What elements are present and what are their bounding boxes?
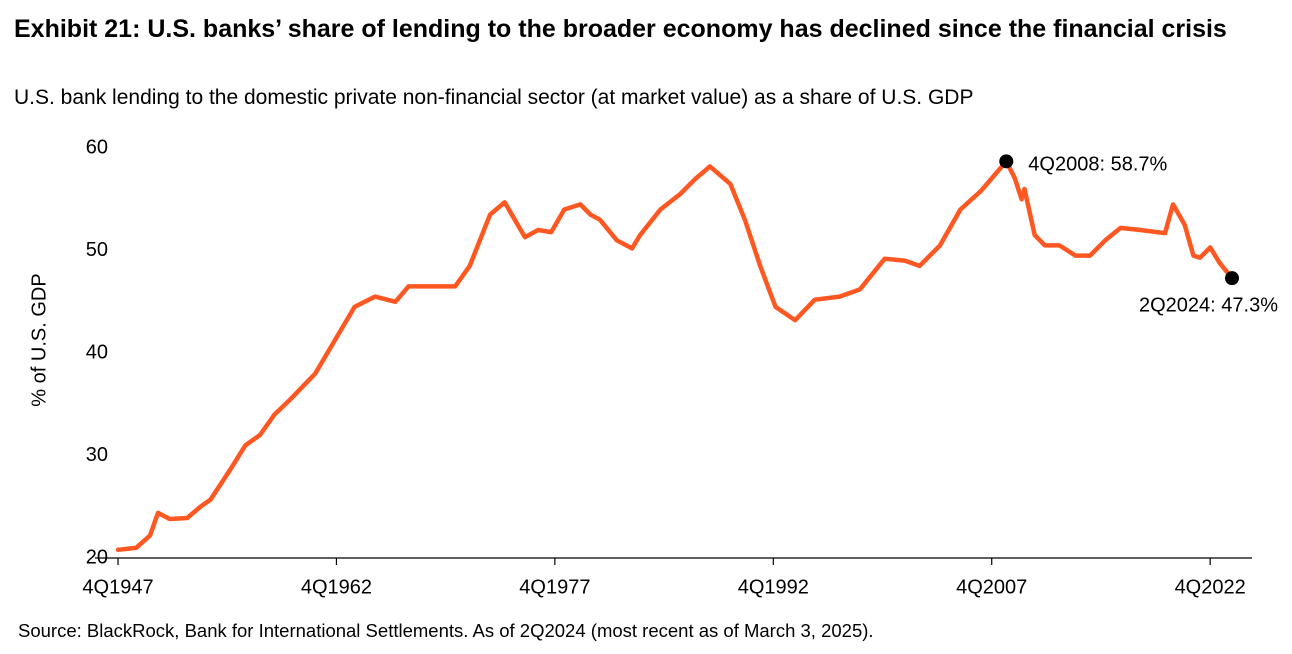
y-tick-label: 20 bbox=[86, 546, 108, 568]
annotation-marker bbox=[999, 154, 1014, 169]
y-tick-label: 50 bbox=[86, 239, 108, 261]
x-tick-label: 4Q1992 bbox=[738, 576, 809, 598]
x-tick-label: 4Q2007 bbox=[956, 576, 1027, 598]
x-tick-label: 4Q2022 bbox=[1175, 576, 1246, 598]
source-note: Source: BlackRock, Bank for Internationa… bbox=[18, 620, 874, 641]
y-tick-label: 30 bbox=[86, 444, 108, 466]
chart: % of U.S. GDP 20 30 40 50 60 4Q1947 4Q1962 4Q19… bbox=[28, 136, 1278, 598]
chart-subtitle: U.S. bank lending to the domestic privat… bbox=[14, 86, 974, 109]
chart-title: Exhibit 21: U.S. banks’ share of lending… bbox=[14, 15, 1227, 43]
x-tick-label: 4Q1947 bbox=[82, 576, 153, 598]
data-line bbox=[115, 159, 1235, 553]
y-axis-label: % of U.S. GDP bbox=[28, 273, 50, 406]
x-tick-label: 4Q1962 bbox=[301, 576, 372, 598]
y-tick-label: 40 bbox=[86, 341, 108, 363]
annotation-label: 2Q2024: 47.3% bbox=[1139, 294, 1278, 316]
annotation-label: 4Q2008: 58.7% bbox=[1028, 154, 1167, 176]
x-tick-label: 4Q1977 bbox=[519, 576, 590, 598]
y-tick-label: 60 bbox=[86, 136, 108, 158]
annotation-marker bbox=[1225, 271, 1239, 286]
